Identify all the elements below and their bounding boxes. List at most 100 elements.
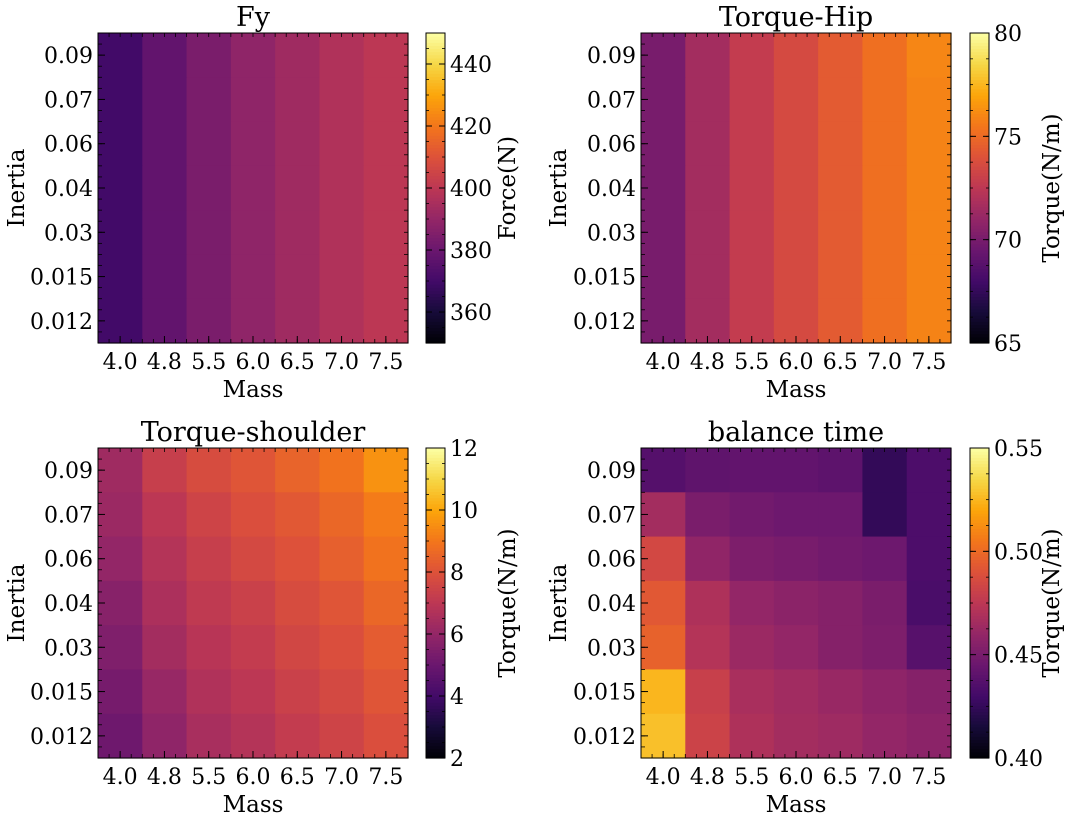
colorbar-segment <box>970 330 989 335</box>
colorbar-segment <box>426 457 445 461</box>
chart-title: balance time <box>708 417 884 448</box>
colorbar-segment <box>426 683 445 688</box>
heatmap-cell <box>275 669 321 715</box>
heatmap-cell <box>363 448 409 493</box>
colorbar-segment <box>426 541 445 545</box>
heatmap-cell <box>729 492 775 538</box>
colorbar-segment <box>970 110 989 115</box>
colorbar-segment <box>970 568 989 573</box>
colorbar-tick-label: 0.50 <box>994 540 1043 565</box>
colorbar-segment <box>426 113 445 118</box>
colorbar-segment <box>970 708 989 713</box>
colorbar-segment <box>426 497 445 502</box>
colorbar-segment <box>426 637 445 641</box>
colorbar-segment <box>970 197 989 201</box>
heatmap-cell <box>906 210 952 256</box>
colorbar-segment <box>426 259 445 263</box>
x-axis-label: Mass <box>223 377 284 403</box>
colorbar-segment <box>426 318 445 322</box>
colorbar-segment <box>426 265 445 270</box>
heatmap-cell <box>685 448 731 493</box>
colorbar-segment <box>970 525 989 530</box>
colorbar-segment <box>426 686 445 691</box>
colorbar-tick-label: 400 <box>450 177 492 202</box>
y-tick-label: 0.04 <box>587 177 636 202</box>
colorbar-segment <box>970 599 989 604</box>
colorbar-segment <box>426 206 445 211</box>
heatmap-cell <box>319 210 365 256</box>
colorbar-segment <box>970 231 989 236</box>
heatmap-cell <box>142 492 188 538</box>
colorbar-segment <box>970 299 989 304</box>
colorbar-segment <box>426 281 445 285</box>
colorbar-segment <box>970 646 989 651</box>
heatmap-cell <box>773 165 819 211</box>
colorbar-segment <box>970 141 989 146</box>
colorbar-segment <box>970 469 989 474</box>
colorbar-segment <box>970 60 989 65</box>
colorbar-segment <box>426 42 445 46</box>
y-tick-label: 0.07 <box>587 503 636 528</box>
colorbar-segment <box>426 141 445 146</box>
heatmap-cell <box>641 492 686 538</box>
colorbar-segment <box>426 482 445 486</box>
colorbar-segment <box>426 166 445 170</box>
colorbar-segment <box>426 339 445 344</box>
heatmap-cell <box>906 165 952 211</box>
colorbar-segment <box>970 745 989 750</box>
y-tick-label: 0.012 <box>30 725 93 750</box>
colorbar-segment <box>970 621 989 626</box>
colorbar-segment <box>426 330 445 335</box>
colorbar-segment <box>426 736 445 740</box>
colorbar-segment <box>970 228 989 232</box>
colorbar-segment <box>426 73 445 77</box>
colorbar-segment <box>426 506 445 511</box>
colorbar-segment <box>426 510 445 514</box>
colorbar-segment <box>970 91 989 96</box>
colorbar-segment <box>426 572 445 576</box>
colorbar-segment <box>970 466 989 471</box>
heatmap-cell <box>186 492 232 538</box>
colorbar-segment <box>426 711 445 716</box>
colorbar-segment <box>426 48 445 53</box>
colorbar-segment <box>426 119 445 124</box>
colorbar-segment <box>426 537 445 542</box>
colorbar-segment <box>426 754 445 759</box>
colorbar-segment <box>426 219 445 223</box>
colorbar-segment <box>426 751 445 756</box>
colorbar-segment <box>970 144 989 149</box>
heatmap-cell <box>818 669 864 715</box>
heatmap-cell <box>98 165 143 211</box>
heatmap-cell <box>186 625 232 671</box>
colorbar-segment <box>970 661 989 666</box>
colorbar-segment <box>970 460 989 465</box>
colorbar-segment <box>970 88 989 93</box>
heatmap-cell <box>641 536 686 582</box>
colorbar-segment <box>970 122 989 127</box>
colorbar-segment <box>426 618 445 623</box>
colorbar-segment <box>970 336 989 341</box>
colorbar-segment <box>970 51 989 56</box>
heatmap-cell <box>818 536 864 582</box>
colorbar-segment <box>426 565 445 570</box>
colorbar-segment <box>426 646 445 651</box>
colorbar-segment <box>426 624 445 629</box>
colorbar-segment <box>970 33 989 37</box>
y-tick-label: 0.03 <box>44 221 93 246</box>
heatmap-cell <box>906 580 952 626</box>
colorbar-label: Force(N) <box>495 136 521 240</box>
colorbar-segment <box>970 132 989 136</box>
colorbar-segment <box>426 256 445 260</box>
colorbar-segment <box>426 674 445 678</box>
colorbar-segment <box>970 717 989 722</box>
colorbar-segment <box>970 603 989 607</box>
colorbar-segment <box>970 699 989 703</box>
x-tick-label: 6.5 <box>823 765 858 790</box>
colorbar-segment <box>426 606 445 610</box>
y-tick-label: 0.09 <box>587 459 636 484</box>
colorbar-segment <box>970 160 989 164</box>
colorbar-segment <box>426 184 445 189</box>
colorbar-segment <box>426 157 445 161</box>
colorbar-segment <box>970 612 989 616</box>
